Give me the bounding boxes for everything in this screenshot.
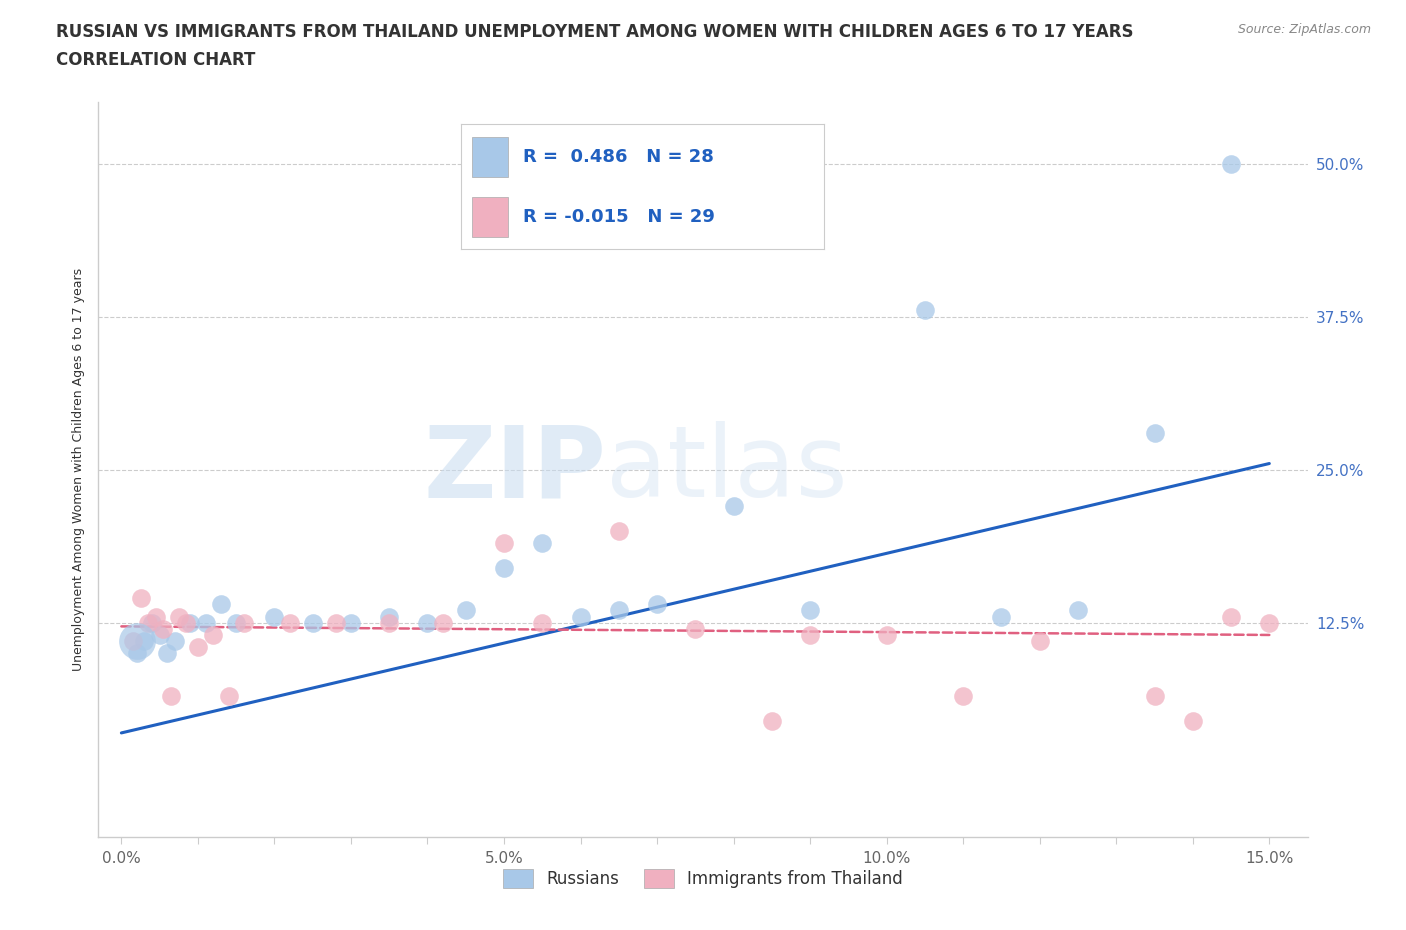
Point [179, 616, 201, 631]
Text: CORRELATION CHART: CORRELATION CHART [56, 51, 256, 69]
Point [531, 536, 554, 551]
Point [1143, 689, 1166, 704]
Point [194, 616, 217, 631]
Point [225, 616, 247, 631]
Point [1067, 603, 1090, 618]
Point [209, 597, 232, 612]
Point [416, 616, 439, 631]
Legend: Russians, Immigrants from Thailand: Russians, Immigrants from Thailand [496, 862, 910, 895]
Point [1143, 426, 1166, 441]
Point [125, 633, 148, 648]
Point [141, 616, 163, 631]
Point [136, 616, 159, 631]
Point [187, 640, 209, 655]
Point [278, 616, 301, 631]
Point [340, 616, 363, 631]
Point [876, 628, 898, 643]
Point [218, 689, 240, 704]
Point [761, 713, 783, 728]
Point [799, 603, 821, 618]
Point [607, 524, 630, 538]
Point [607, 603, 630, 618]
Text: atlas: atlas [606, 421, 848, 518]
Point [1220, 609, 1243, 624]
Point [202, 628, 225, 643]
Point [1220, 156, 1243, 171]
Point [134, 633, 156, 648]
Point [176, 616, 198, 631]
Point [952, 689, 974, 704]
Point [152, 621, 174, 636]
Point [492, 560, 515, 575]
Y-axis label: Unemployment Among Women with Children Ages 6 to 17 years: Unemployment Among Women with Children A… [72, 268, 86, 671]
Point [1258, 616, 1281, 631]
Point [723, 499, 745, 514]
Point [531, 616, 554, 631]
Text: Source: ZipAtlas.com: Source: ZipAtlas.com [1237, 23, 1371, 36]
Text: ZIP: ZIP [423, 421, 606, 518]
Point [125, 646, 148, 661]
Point [160, 689, 183, 704]
Point [156, 646, 179, 661]
Point [378, 616, 401, 631]
Text: RUSSIAN VS IMMIGRANTS FROM THAILAND UNEMPLOYMENT AMONG WOMEN WITH CHILDREN AGES : RUSSIAN VS IMMIGRANTS FROM THAILAND UNEM… [56, 23, 1133, 41]
Point [1028, 633, 1050, 648]
Point [325, 616, 347, 631]
Point [301, 616, 323, 631]
Point [454, 603, 477, 618]
Point [990, 609, 1012, 624]
Point [167, 609, 190, 624]
Point [914, 303, 936, 318]
Point [685, 621, 707, 636]
Point [232, 616, 254, 631]
Point [799, 628, 821, 643]
Point [645, 597, 668, 612]
Point [432, 616, 454, 631]
Point [378, 609, 401, 624]
Point [149, 628, 172, 643]
Point [129, 591, 152, 605]
Point [492, 536, 515, 551]
Point [163, 633, 186, 648]
Point [263, 609, 285, 624]
Point [569, 609, 592, 624]
Point [145, 609, 167, 624]
Point [121, 633, 143, 648]
Point [1181, 713, 1204, 728]
